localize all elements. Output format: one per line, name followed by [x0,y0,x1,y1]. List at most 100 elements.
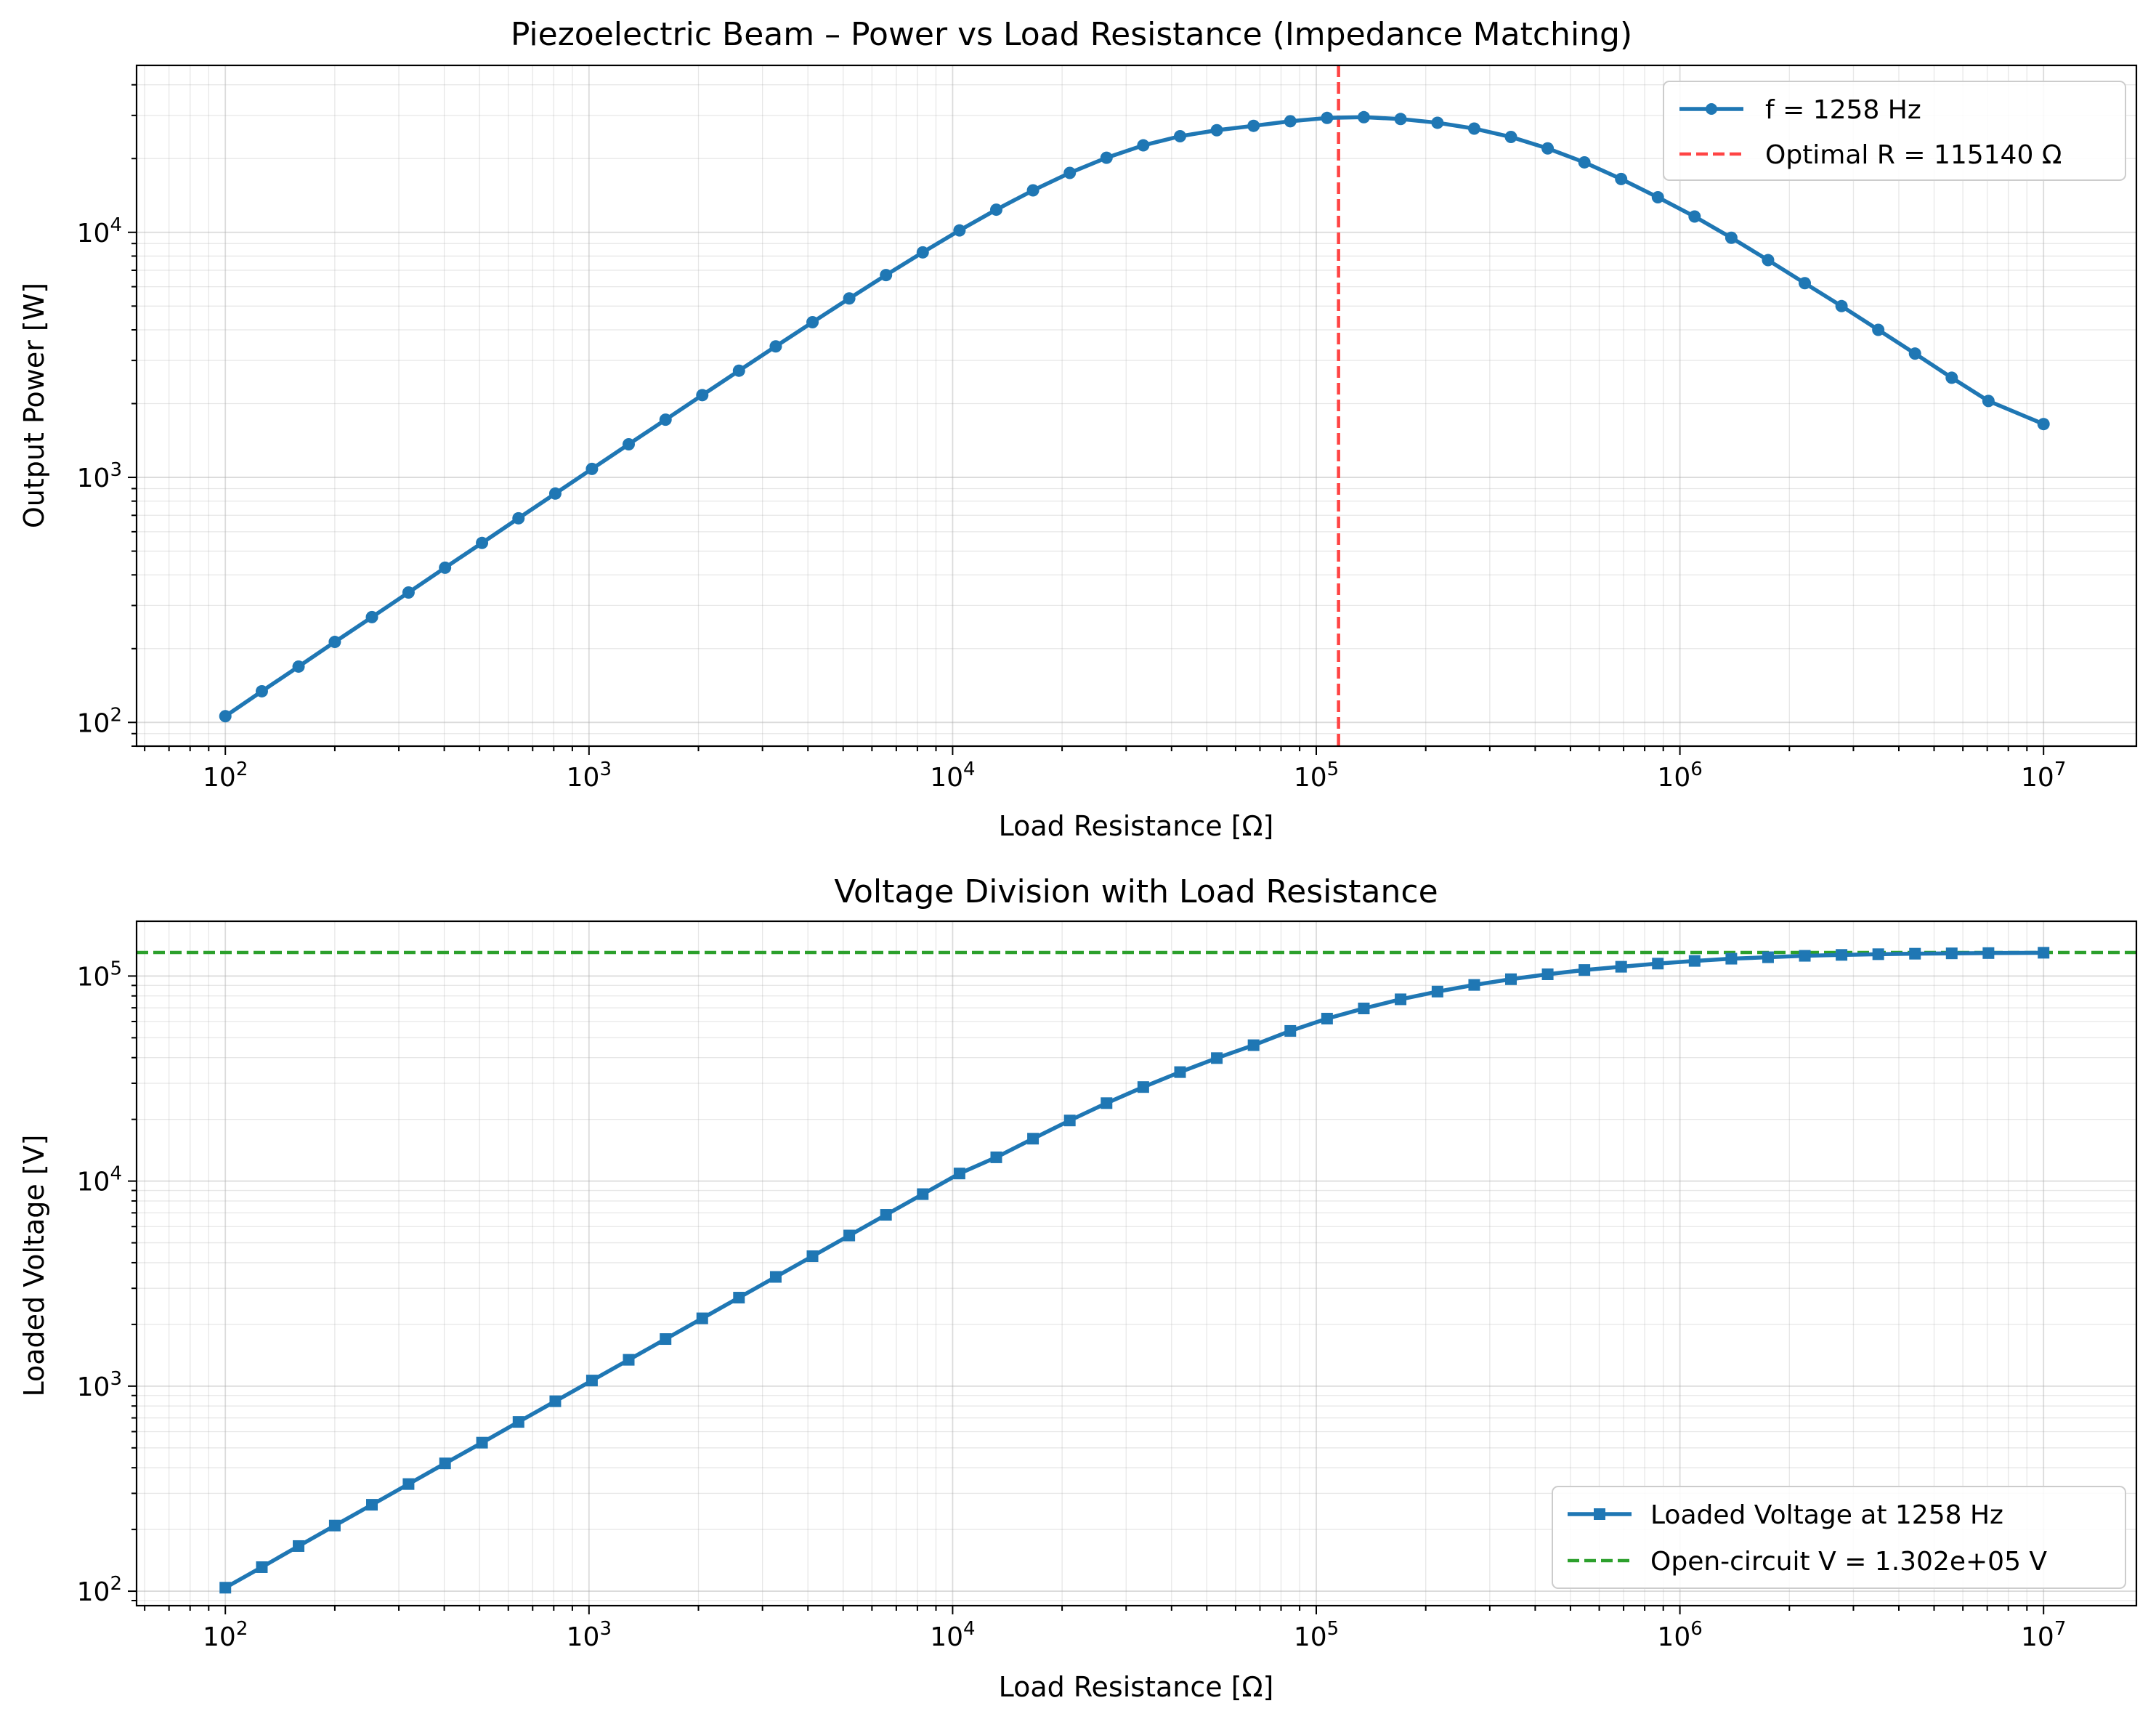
data-point [365,610,378,623]
data-point [1026,184,1040,197]
data-point [953,1168,965,1180]
data-point [1137,1081,1149,1093]
series-line [224,115,2045,719]
x-tick-label: 104 [930,759,975,793]
data-point [843,1229,856,1242]
data-point [1982,395,1995,408]
x-tick-label: 104 [930,1618,975,1652]
data-point [585,1375,598,1387]
legend-optimal-r-label: Optimal R = 115140 Ω [1765,140,2062,170]
data-point [1578,155,1591,169]
power-x-axis-label: Load Resistance [Ω] [999,810,1274,842]
y-tick-label: 104 [77,1163,122,1197]
data-point [1247,1039,1260,1051]
voltage-legend-box [1552,1486,2126,1589]
data-point [1578,964,1591,976]
voltage-plot-area [135,920,2138,1607]
data-point [402,586,415,599]
data-point [660,1333,672,1346]
data-point [1284,1024,1297,1037]
voltage-x-axis-label: Load Resistance [Ω] [999,1671,1274,1703]
data-point [696,1312,708,1324]
data-point [659,413,672,426]
voltage-x-ticks: 102 103 104 105 106 107 [144,1606,2066,1652]
legend-power-series-marker [1706,103,1717,115]
data-point [1982,947,1995,959]
data-point [696,389,709,402]
data-point [1505,973,1517,985]
data-point [843,292,856,305]
data-point [328,636,341,649]
power-chart-title: Piezoelectric Beam – Power vs Load Resis… [511,16,1632,53]
voltage-y-ticks: 102 103 104 105 [77,958,137,1607]
data-point [512,1416,524,1428]
data-point [476,536,489,549]
data-point [806,316,819,329]
data-point [733,1292,745,1304]
data-point [953,224,966,237]
data-point [1908,347,1921,360]
data-point [1541,968,1554,980]
data-point [1100,151,1113,164]
data-point [1651,191,1664,204]
data-point [1652,958,1664,970]
data-point [623,1354,635,1366]
x-tick-label: 106 [1657,1618,1702,1652]
data-point [548,487,562,500]
data-point [1211,1052,1223,1064]
power-legend-box [1663,81,2126,181]
data-point [219,1582,232,1594]
data-point [476,1436,488,1449]
y-tick-label: 102 [77,704,122,738]
data-point [1137,139,1150,152]
data-point [1688,955,1701,967]
data-point [1762,254,1775,267]
voltage-series [219,947,2050,1594]
data-point [1431,116,1444,129]
data-point [512,511,525,525]
data-point [1321,111,1334,124]
voltage-chart: Voltage Division with Load Resistance 10… [18,873,2138,1703]
data-point [549,1395,562,1407]
data-point [732,364,745,377]
data-point [1101,1097,1113,1109]
data-point [806,1250,819,1263]
x-tick-label: 102 [203,1618,248,1652]
data-point [219,710,232,723]
data-point [1909,947,1921,960]
data-point [1027,1133,1040,1145]
power-plot-area [135,64,2138,748]
legend-open-circuit-label: Open-circuit V = 1.302e+05 V [1650,1547,2047,1577]
data-point [1284,115,1297,128]
data-point [292,660,305,673]
data-point [439,561,452,574]
data-point [2037,418,2050,431]
data-point [293,1540,305,1552]
data-point [1395,993,1407,1006]
data-point [1504,131,1517,144]
data-point [880,269,893,282]
x-tick-label: 105 [1294,759,1339,793]
data-point [1945,371,1958,384]
voltage-chart-title: Voltage Division with Load Resistance [834,873,1438,910]
legend-voltage-series-label: Loaded Voltage at 1258 Hz [1650,1500,2003,1530]
data-point [585,462,599,475]
y-tick-label: 103 [77,1368,122,1402]
data-point [1467,122,1480,135]
data-point [1173,130,1186,143]
data-point [1725,231,1738,244]
data-point [1725,952,1738,965]
power-series [219,110,2050,723]
x-tick-label: 107 [2021,1618,2066,1652]
y-tick-label: 103 [77,459,122,493]
data-point [1615,960,1627,973]
y-tick-label: 102 [77,1573,122,1607]
data-point [1063,1115,1076,1127]
data-point [916,246,929,259]
power-chart: Piezoelectric Beam – Power vs Load Resis… [18,16,2138,842]
data-point [1799,277,1812,290]
data-point [1872,323,1885,336]
voltage-grid [137,921,2136,1606]
data-point [917,1188,929,1200]
